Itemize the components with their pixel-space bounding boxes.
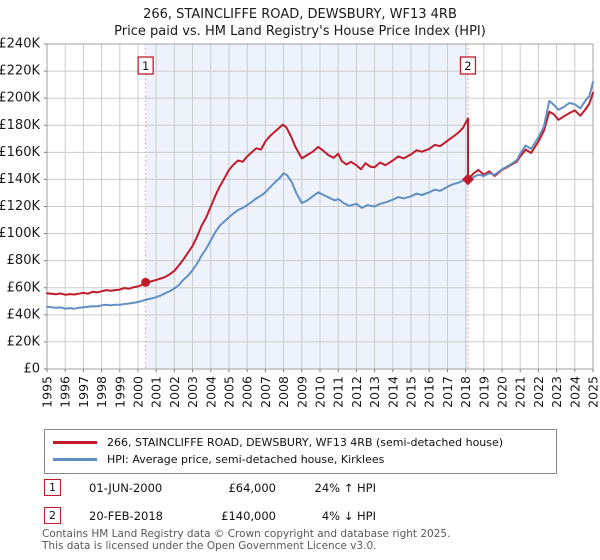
sale-1-number-badge: 1 [44,479,61,496]
x-axis-label: 2021 [513,376,528,408]
x-axis-label: 2015 [404,376,419,408]
y-axis-label: £40K [7,307,41,322]
x-axis-label: 2022 [531,376,546,408]
x-axis-label: 2005 [222,376,237,408]
x-axis-label: 2025 [586,376,600,408]
y-axis-label: £100K [0,226,40,241]
y-axis-label: £120K [0,199,40,214]
x-axis-label: 2019 [476,376,491,408]
legend-label-property: 266, STAINCLIFFE ROAD, DEWSBURY, WF13 4R… [107,436,504,449]
x-axis-label: 2001 [149,376,164,408]
x-axis-label: 2016 [422,376,437,408]
x-axis-label: 2007 [258,376,273,408]
x-axis-label: 2011 [331,376,346,408]
sale-2-price: £140,000 [221,508,276,523]
sale-2-number-badge: 2 [44,507,61,524]
page-subtitle: Price paid vs. HM Land Registry's House … [114,24,486,39]
y-axis-label: £140K [0,172,40,187]
x-axis-label: 2013 [367,376,382,408]
chart-legend: 266, STAINCLIFFE ROAD, DEWSBURY, WF13 4R… [44,429,557,474]
x-axis-label: 2018 [458,376,473,408]
hpi-line-swatch [53,458,97,461]
sale-annotation-row-1: 1 01-JUN-2000 £64,000 24% ↑ HPI [44,479,376,496]
gridlines [44,43,594,372]
x-axis-label: 2012 [349,376,364,408]
x-axis-label: 2000 [131,376,146,408]
hpi-line [46,80,594,310]
sale-1-date: 01-JUN-2000 [89,480,163,495]
x-axis-label: 2023 [549,376,564,408]
sale-2-date: 20-FEB-2018 [89,508,163,523]
sale-1-flag-box [137,56,154,75]
property-line-swatch [53,441,97,444]
sale-1-hpi-delta: 24% ↑ HPI [314,480,376,495]
legend-item-property: 266, STAINCLIFFE ROAD, DEWSBURY, WF13 4R… [53,434,548,451]
sale-1-price: £64,000 [228,480,276,495]
y-axis-label: £160K [0,145,40,160]
y-axis-label: £0 [23,362,40,377]
x-axis-label: 2002 [167,376,182,408]
x-axis-label: 2020 [495,376,510,408]
page-title: 266, STAINCLIFFE ROAD, DEWSBURY, WF13 4R… [143,7,457,22]
legend-item-hpi: HPI: Average price, semi-detached house,… [53,451,548,468]
x-axis-label: 2003 [185,376,200,408]
x-axis-label: 1997 [76,376,91,408]
sale-annotation-row-2: 2 20-FEB-2018 £140,000 4% ↓ HPI [44,507,376,524]
x-axis-label: 2024 [567,376,582,408]
x-axis-label: 2014 [385,376,400,408]
y-axis-label: £220K [0,64,40,79]
sale-2-hpi-delta: 4% ↓ HPI [321,508,376,523]
sale-1-flag-label: 1 [142,59,149,73]
footer-line-1: Contains HM Land Registry data © Crown c… [42,528,451,540]
y-axis-label: £180K [0,118,40,133]
y-axis-label: £20K [7,334,41,349]
y-axis-label: £200K [0,91,40,106]
x-axis-label: 2009 [294,376,309,408]
price-history-chart: 1 2 £0 £20K £40K £60K £80K £100K £120K £140K £160K… [0,37,600,408]
y-axis-label: £240K [0,37,40,52]
legend-label-hpi: HPI: Average price, semi-detached house,… [107,453,385,466]
y-axis-label: £80K [7,253,41,268]
x-axis-label: 1998 [94,376,109,408]
sale-annotations: 1 01-JUN-2000 £64,000 24% ↑ HPI 2 20-FEB… [44,479,376,535]
sale-1-point-marker [141,277,151,287]
x-axis-label: 2008 [276,376,291,408]
plot-border [46,43,594,370]
title-block: 266, STAINCLIFFE ROAD, DEWSBURY, WF13 4R… [0,6,600,40]
license-footer: Contains HM Land Registry data © Crown c… [42,528,451,552]
x-axis-label: 1996 [58,376,73,408]
x-axis-label: 1999 [112,376,127,408]
x-axis-label: 1995 [40,376,55,408]
footer-line-2: This data is licensed under the Open Gov… [42,539,377,552]
y-axis-label: £60K [7,280,41,295]
sale-2-flag-box [459,56,477,75]
x-axis-label: 2006 [240,376,255,408]
sale-2-flag-label: 2 [464,59,471,73]
x-axis-label: 2010 [313,376,328,408]
x-axis-label: 2004 [203,376,218,408]
x-axis-label: 2017 [440,376,455,408]
